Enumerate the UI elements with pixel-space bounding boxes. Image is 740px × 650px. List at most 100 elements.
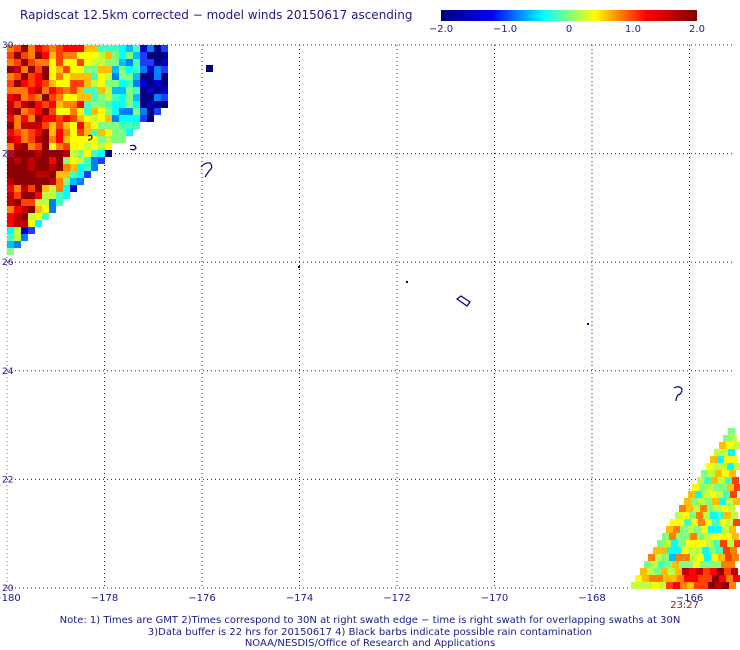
swath-cell: [21, 129, 28, 136]
swath-cell: [161, 87, 168, 94]
swath-cell: [14, 185, 21, 192]
swath-cell: [98, 108, 105, 115]
swath-cell: [691, 498, 698, 505]
swath-cell: [77, 115, 84, 122]
swath-cell: [112, 45, 119, 52]
swath-cell: [91, 150, 98, 157]
swath-cell: [694, 526, 701, 533]
swath-cell: [98, 150, 105, 157]
swath-cell: [42, 108, 49, 115]
swath-cell: [714, 561, 721, 568]
lat-tick-label: 20: [2, 584, 14, 594]
swath-cell: [14, 101, 21, 108]
swath-cell: [35, 192, 42, 199]
swath-cell: [98, 52, 105, 59]
swath-cell: [70, 45, 77, 52]
swath-cell: [84, 164, 91, 171]
swath-cell: [28, 171, 35, 178]
island-outline: [587, 323, 589, 325]
swath-cell: [133, 94, 140, 101]
swath-cell: [21, 220, 28, 227]
swath-cell: [28, 227, 35, 234]
swath-cell: [21, 73, 28, 80]
swath-cell: [133, 66, 140, 73]
swath-cell: [705, 575, 712, 582]
swath-cell: [7, 73, 14, 80]
swath-cell: [35, 66, 42, 73]
swath-cell: [35, 143, 42, 150]
swath-cell: [140, 101, 147, 108]
swath-cell: [708, 470, 715, 477]
swath-cell: [677, 519, 684, 526]
swath-cell: [685, 540, 692, 547]
swath-cell: [77, 178, 84, 185]
swath-cell: [77, 150, 84, 157]
swath-cell: [63, 171, 70, 178]
swath-cell: [84, 52, 91, 59]
swath-cell: [98, 101, 105, 108]
swath-cell: [21, 87, 28, 94]
swath-cell: [49, 157, 56, 164]
swath-cell: [42, 87, 49, 94]
swath-cell: [126, 115, 133, 122]
swath-cell: [658, 561, 665, 568]
swath-cell: [14, 178, 21, 185]
swath-cell: [42, 199, 49, 206]
swath-cell: [84, 108, 91, 115]
swath-cell: [140, 66, 147, 73]
swath-cell: [105, 143, 112, 150]
swath-cell: [28, 178, 35, 185]
swath-cell: [42, 164, 49, 171]
lon-tick-label: −172: [383, 593, 410, 604]
swath-cell: [63, 157, 70, 164]
swath-cell: [666, 582, 673, 589]
credit-line: NOAA/NESDIS/Office of Research and Appli…: [244, 638, 496, 649]
swath-cell: [56, 45, 63, 52]
swath-cell: [727, 463, 734, 470]
swath-cell: [42, 59, 49, 66]
swath-cell: [14, 143, 21, 150]
swath-cell: [56, 164, 63, 171]
swath-cell: [35, 220, 42, 227]
swath-cell: [697, 554, 704, 561]
swath-cell: [140, 87, 147, 94]
swath-cell: [49, 94, 56, 101]
swath-cell: [126, 129, 133, 136]
swath-cell: [690, 554, 697, 561]
swath-cell: [70, 101, 77, 108]
swath-cell: [49, 171, 56, 178]
swath-cell: [696, 512, 703, 519]
swath-cell: [91, 87, 98, 94]
swath-cell: [98, 87, 105, 94]
swath-cell: [63, 164, 70, 171]
swath-cell: [119, 66, 126, 73]
swath-cell: [651, 561, 658, 568]
swath-cell: [652, 582, 659, 589]
swath-cell: [717, 456, 724, 463]
swath-cell: [707, 561, 714, 568]
swath-cell: [77, 129, 84, 136]
swath-cell: [49, 115, 56, 122]
swath-cell: [77, 73, 84, 80]
swath-cell: [712, 575, 719, 582]
swath-cell: [694, 582, 701, 589]
swath-cell: [696, 568, 703, 575]
swath-cell: [63, 59, 70, 66]
swath-cell: [704, 477, 711, 484]
swath-cell: [49, 80, 56, 87]
lat-tick-label: 28: [2, 150, 14, 160]
swath-cell: [84, 122, 91, 129]
swath-cell: [56, 192, 63, 199]
island-outline: [200, 162, 213, 178]
swath-cell: [154, 45, 161, 52]
swath-cell: [638, 582, 645, 589]
swath-cell: [42, 129, 49, 136]
swath-cell: [112, 108, 119, 115]
swath-cell: [718, 477, 725, 484]
swath-cell: [105, 73, 112, 80]
swath-cell: [21, 122, 28, 129]
swath-cell: [126, 66, 133, 73]
swath-cell: [7, 150, 14, 157]
swath-cell: [84, 59, 91, 66]
swath-cell: [70, 122, 77, 129]
